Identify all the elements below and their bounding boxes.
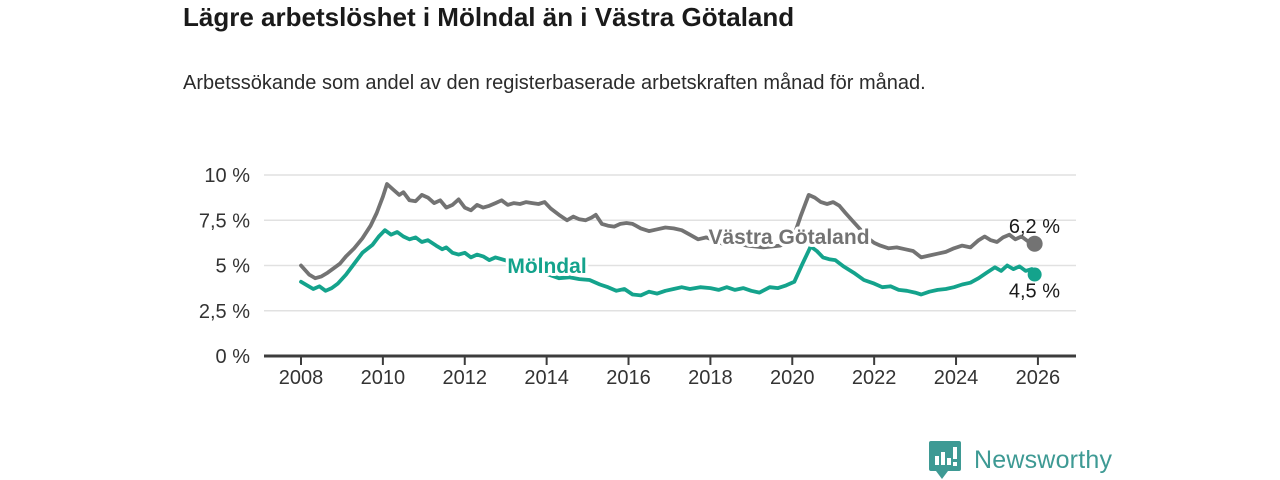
brand-name: Newsworthy — [974, 445, 1113, 474]
x-tick-label: 2020 — [770, 367, 815, 389]
series-end-value-molndal: 4,5 % — [1009, 281, 1060, 303]
y-tick-label: 5 % — [216, 256, 251, 278]
series-end-dot-molndal — [1027, 267, 1042, 282]
x-tick-label: 2012 — [443, 367, 488, 389]
newsworthy-logo-icon — [929, 441, 961, 479]
line-chart: 0 % 2,5 % 5 % 7,5 % 10 % 2008 2010 2012 2014 2016… — [199, 165, 1076, 389]
x-tick-label: 2014 — [524, 367, 569, 389]
series-end-value-vastra_gotaland: 6,2 % — [1009, 216, 1060, 238]
series-end-dot-vastra_gotaland — [1026, 235, 1043, 252]
y-tick-label: 7,5 % — [199, 210, 250, 232]
series-line-vastra_gotaland — [299, 182, 1037, 281]
brand-footer: Newsworthy — [928, 440, 1112, 480]
y-tick-label: 2,5 % — [199, 301, 250, 323]
y-tick-label: 0 % — [216, 346, 251, 368]
series-inline-label-molndal: Mölndal — [507, 255, 586, 278]
y-tick-label: 10 % — [204, 165, 250, 187]
x-tick-label: 2008 — [279, 367, 324, 389]
chart-subtitle: Arbetssökande som andel av den registerb… — [183, 72, 926, 94]
x-tick-label: 2026 — [1016, 367, 1061, 389]
series-inline-label-vastra_gotaland: Västra Götaland — [708, 226, 869, 249]
x-tick-label: 2022 — [852, 367, 897, 389]
series-line-molndal — [299, 228, 1037, 298]
x-tick-label: 2024 — [934, 367, 979, 389]
x-tick-label: 2010 — [361, 367, 406, 389]
chart-title: Lägre arbetslöshet i Mölndal än i Västra… — [183, 2, 795, 32]
x-tick-label: 2016 — [606, 367, 651, 389]
x-tick-label: 2018 — [688, 367, 733, 389]
